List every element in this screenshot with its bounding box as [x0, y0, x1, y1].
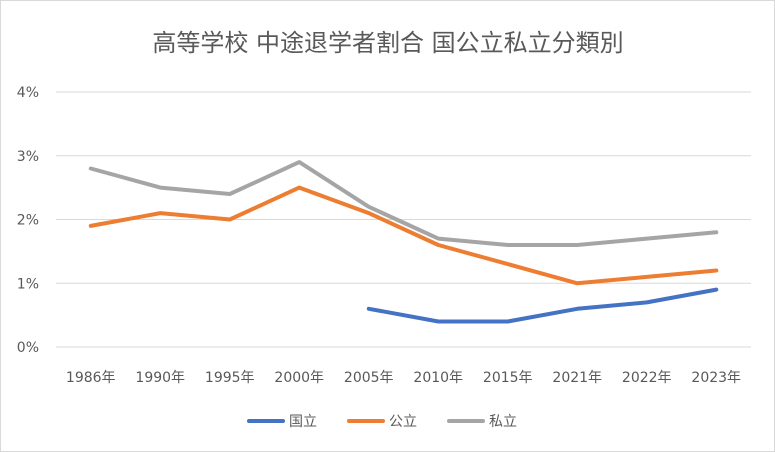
x-axis-ticks: 1986年 1990年 1995年 2000年 2005年 2010年 2015年 2021年… [66, 370, 741, 386]
legend-label: 国立 [289, 414, 317, 430]
x-tick-label: 2000年 [274, 370, 324, 386]
y-axis-ticks: 0% 1% 2% 3% 4% [17, 85, 39, 356]
legend-label: 公立 [389, 414, 417, 430]
y-tick-label: 1% [17, 276, 39, 292]
legend: 国立 公立 私立 [247, 414, 517, 430]
y-tick-label: 4% [17, 85, 39, 101]
x-tick-label: 1990年 [135, 370, 185, 386]
x-tick-label: 2021年 [552, 370, 602, 386]
legend-label: 私立 [489, 414, 517, 430]
x-tick-label: 2015年 [483, 370, 533, 386]
x-tick-label: 1995年 [205, 370, 255, 386]
x-tick-label: 2022年 [622, 370, 672, 386]
series-lines [88, 160, 719, 324]
series-line-2 [88, 185, 719, 286]
x-tick-label: 2005年 [344, 370, 394, 386]
series-line-3 [88, 160, 719, 247]
y-tick-label: 0% [17, 340, 39, 356]
x-tick-label: 2023年 [691, 370, 741, 386]
y-tick-label: 2% [17, 213, 39, 229]
x-tick-label: 2010年 [413, 370, 463, 386]
y-tick-label: 3% [17, 149, 39, 165]
series-line-1 [366, 287, 719, 324]
chart-title: 高等学校 中途退学者割合 国公立私立分類別 [152, 29, 623, 57]
gridlines [56, 91, 751, 348]
x-tick-label: 1986年 [66, 370, 116, 386]
